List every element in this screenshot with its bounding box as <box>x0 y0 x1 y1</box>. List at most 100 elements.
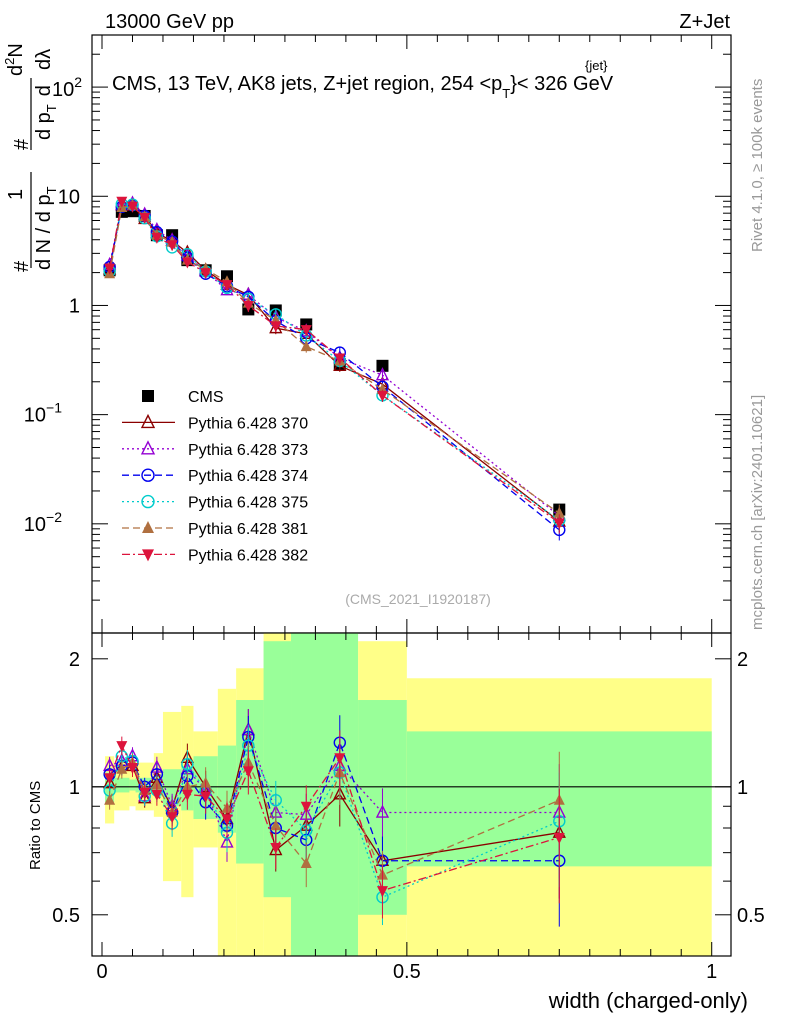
marker-triangle-down <box>116 741 128 753</box>
marker-triangle-down <box>166 240 178 252</box>
x-ticks: 0 0.5 1 <box>96 35 717 983</box>
marker-triangle-filled <box>300 857 312 869</box>
marker-triangle-open <box>140 413 156 429</box>
ylabel-one: 1 <box>5 189 27 200</box>
marker-triangle-down <box>166 812 178 824</box>
ratio-series <box>102 709 566 927</box>
marker-triangle-filled <box>104 793 116 805</box>
marker-triangle-down <box>334 353 346 365</box>
marker-square <box>376 359 389 372</box>
marker-triangle-open <box>375 367 390 381</box>
ylabel-dpt-main: d p <box>33 112 55 140</box>
marker-triangle-down <box>242 766 254 778</box>
marker-triangle-down <box>139 212 151 224</box>
ylabel-dn-dpt-sub: T <box>44 186 59 194</box>
green-band <box>162 769 182 807</box>
marker-circle <box>269 794 282 807</box>
marker-triangle-filled <box>270 819 282 831</box>
energy-label: 13000 GeV pp <box>105 11 234 33</box>
ylabel-dlambda: dλ <box>33 49 55 70</box>
legend-label: Pythia 6.428 381 <box>188 521 308 538</box>
marker-triangle-open <box>375 804 390 818</box>
marker-triangle-down <box>151 789 163 801</box>
ratio-ylabel: Ratio to CMS <box>27 781 44 870</box>
ratio-line <box>109 734 560 862</box>
ylabel-d2n: d2N <box>2 43 27 76</box>
ylabel-d: d <box>33 85 55 96</box>
xlabel: width (charged-only) <box>548 988 748 1013</box>
x-tick-label: 1 <box>706 961 717 983</box>
y-tick-base: 10 <box>24 405 46 427</box>
marker-triangle-down <box>104 773 116 785</box>
y-tick-label: 10−1 <box>24 400 62 427</box>
ratio-line <box>109 727 560 845</box>
marker-triangle-down <box>200 268 212 280</box>
green-band <box>236 700 264 864</box>
marker-triangle-down <box>553 832 565 844</box>
analysis-title-sup: {jet} <box>585 58 608 73</box>
marker-triangle-down <box>242 300 254 312</box>
ratio-y-tick-label-right: 2 <box>737 649 748 671</box>
marker-triangle-down <box>270 321 282 333</box>
y-tick-label: 1 <box>69 295 80 317</box>
ratio-y-tick-label: 1 <box>69 777 80 799</box>
x-tick-label: 0 <box>96 961 107 983</box>
marker-triangle-filled <box>300 340 312 352</box>
ylabel-dn-dpt: d N / d pT <box>33 186 59 270</box>
legend: CMS Pythia 6.428 370 Pythia 6.428 373 Pythi… <box>122 389 308 564</box>
marker-triangle-down <box>142 549 154 562</box>
ratio-frame <box>91 632 732 957</box>
marker-triangle-down <box>270 842 282 854</box>
main-series <box>102 195 566 541</box>
marker-triangle-down <box>300 325 312 337</box>
ratio-panel: 0 0.5 10.5 0.51 12 2 <box>52 35 765 983</box>
ylabel-d2n-sup: 2 <box>2 58 17 65</box>
analysis-title: CMS, 13 TeV, AK8 jets, Z+jet region, 254… <box>112 73 614 101</box>
y-tick-exp: −1 <box>46 400 62 416</box>
marker-triangle-down <box>334 753 346 765</box>
y-tick-base: 10 <box>52 79 74 101</box>
ylabel-hash-2: # <box>11 138 33 150</box>
ylabel-dpt-sub: T <box>44 104 59 112</box>
marker-triangle-down <box>376 886 388 898</box>
legend-label: Pythia 6.428 375 <box>188 495 308 512</box>
marker-triangle-down <box>300 801 312 813</box>
marker-circle <box>181 758 194 771</box>
legend-label: Pythia 6.428 373 <box>188 442 308 459</box>
mcplots-label: mcplots.cern.ch [arXiv:2401.10621] <box>749 395 766 630</box>
series-pythia-6-428-382 <box>104 196 565 534</box>
main-frame <box>91 34 732 634</box>
marker-square <box>142 390 154 402</box>
rivet-version-label: Rivet 4.1.0, ≥ 100k events <box>749 79 766 252</box>
marker-triangle-down <box>181 789 193 801</box>
marker-triangle-open <box>269 320 283 334</box>
marker-circle <box>141 468 155 482</box>
green-band <box>114 777 130 793</box>
green-band <box>263 641 292 898</box>
marker-triangle-filled <box>553 506 565 518</box>
legend-entry: Pythia 6.428 381 <box>122 521 308 538</box>
marker-triangle-down <box>200 791 212 803</box>
legend-label: Pythia 6.428 370 <box>188 415 308 432</box>
marker-triangle-down <box>126 763 138 775</box>
y-tick-label-top: 102 <box>52 74 82 101</box>
marker-triangle-filled <box>116 762 128 774</box>
marker-triangle-down <box>221 280 233 292</box>
series-line <box>108 202 560 517</box>
marker-circle <box>141 494 155 509</box>
y-tick-label: 10−2 <box>24 509 62 536</box>
main-ylabel: # 1 d N / d pT # d pTd d2N dλ <box>2 43 59 272</box>
marker-triangle-down <box>126 201 138 213</box>
legend-label: CMS <box>188 389 224 406</box>
ylabel-dn-dpt-main: d N / d p <box>33 194 55 270</box>
legend-entry: CMS <box>142 389 224 406</box>
marker-triangle-down <box>181 257 193 269</box>
ylabel-d2n-d: d <box>5 65 27 76</box>
marker-triangle-down <box>221 814 233 826</box>
analysis-title-sub: T <box>502 86 510 101</box>
marker-triangle-down <box>116 196 128 208</box>
ratio-y-tick-label-right: 1 <box>737 777 748 799</box>
legend-entry: Pythia 6.428 375 <box>122 495 308 512</box>
legend-entry: Pythia 6.428 382 <box>122 547 308 564</box>
